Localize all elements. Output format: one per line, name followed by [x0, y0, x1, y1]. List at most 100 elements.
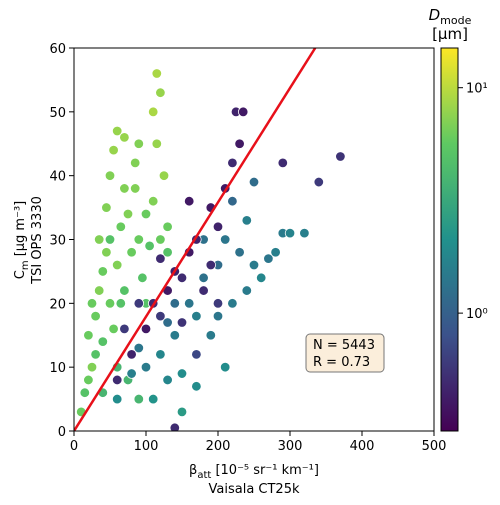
point: [162, 317, 173, 328]
cbar-label-main: D: [429, 6, 441, 24]
point: [169, 330, 181, 341]
point: [155, 349, 166, 360]
y-label-main: C: [13, 270, 28, 279]
point: [115, 221, 127, 232]
point: [176, 272, 188, 284]
fit-line: [74, 48, 317, 431]
point: [234, 138, 245, 149]
point: [119, 285, 130, 296]
cbar-label-sub: mode: [440, 14, 471, 27]
x-tick-label: 0: [70, 439, 78, 454]
point: [183, 298, 195, 309]
point: [162, 247, 173, 258]
point: [147, 195, 159, 207]
point: [126, 349, 137, 360]
colorbar-tick-label: 10⁰: [466, 307, 488, 322]
point: [133, 393, 145, 405]
point: [155, 310, 166, 322]
point: [212, 298, 224, 309]
point: [133, 234, 145, 245]
point: [104, 170, 116, 181]
point: [191, 310, 202, 322]
x-tick-label: 100: [134, 439, 159, 454]
point: [219, 361, 231, 373]
y-label-sub: m: [20, 260, 31, 270]
point: [90, 310, 101, 322]
x-axis-label-2: Vaisala CT25k: [209, 482, 300, 497]
colorbar-label: Dmode: [429, 6, 472, 27]
point: [227, 298, 238, 309]
point: [119, 183, 130, 194]
point: [104, 234, 116, 245]
y-axis-label-2: TSI OPS 3330: [30, 196, 45, 285]
y-tick-label: 60: [49, 42, 66, 57]
point: [129, 183, 141, 194]
point: [86, 298, 98, 309]
point: [313, 176, 325, 188]
point: [108, 144, 119, 156]
y-label-rest: [μg m⁻³]: [13, 201, 28, 261]
x-label-sub: att: [197, 470, 211, 481]
x-tick-label: 300: [278, 439, 303, 454]
x-label-rest: [10⁻⁵ sr⁻¹ km⁻¹]: [211, 463, 319, 478]
point: [151, 138, 163, 149]
point: [93, 285, 105, 296]
point: [241, 285, 253, 296]
point: [212, 310, 224, 322]
x-tick-label: 400: [350, 439, 375, 454]
annotation-box: N = 5443 R = 0.73: [305, 333, 385, 373]
point: [176, 317, 188, 328]
point: [237, 106, 249, 118]
point: [155, 87, 166, 98]
point: [119, 132, 130, 143]
y-tick-label: 30: [49, 234, 66, 249]
point: [227, 157, 238, 169]
point: [198, 285, 209, 296]
point: [129, 157, 141, 169]
point: [101, 202, 112, 213]
point: [191, 349, 202, 360]
point: [248, 176, 260, 188]
point: [176, 368, 188, 379]
point: [169, 298, 181, 309]
point: [155, 253, 166, 264]
x-label-main: β: [189, 463, 197, 478]
point: [162, 221, 173, 232]
point: [101, 247, 112, 258]
y-tick-label: 40: [49, 170, 66, 185]
point: [176, 406, 188, 418]
point: [133, 342, 145, 354]
point: [83, 330, 94, 341]
y-tick-label: 0: [58, 425, 66, 440]
annotation-frame: [305, 333, 385, 373]
point: [144, 240, 155, 252]
point: [147, 106, 159, 118]
point: [219, 234, 231, 245]
point: [115, 298, 127, 309]
point: [198, 272, 209, 284]
point: [97, 336, 109, 347]
point: [227, 195, 238, 207]
y-tick-label: 50: [49, 106, 66, 121]
point: [111, 393, 123, 405]
point: [169, 422, 180, 431]
point: [140, 208, 152, 220]
point: [256, 272, 267, 284]
point: [86, 361, 98, 373]
y-tick-label: 20: [49, 297, 66, 312]
point: [263, 253, 274, 264]
point: [122, 208, 134, 220]
point: [126, 368, 137, 379]
point: [104, 298, 116, 309]
point: [248, 259, 260, 271]
point: [133, 138, 145, 149]
point: [83, 374, 94, 386]
point: [183, 195, 195, 207]
x-axis-label: βatt [10⁻⁵ sr⁻¹ km⁻¹]: [189, 463, 319, 481]
point: [155, 234, 166, 245]
annotation: N = 5443: [313, 338, 375, 353]
point: [111, 374, 123, 386]
point: [191, 381, 202, 392]
point: [119, 323, 130, 335]
